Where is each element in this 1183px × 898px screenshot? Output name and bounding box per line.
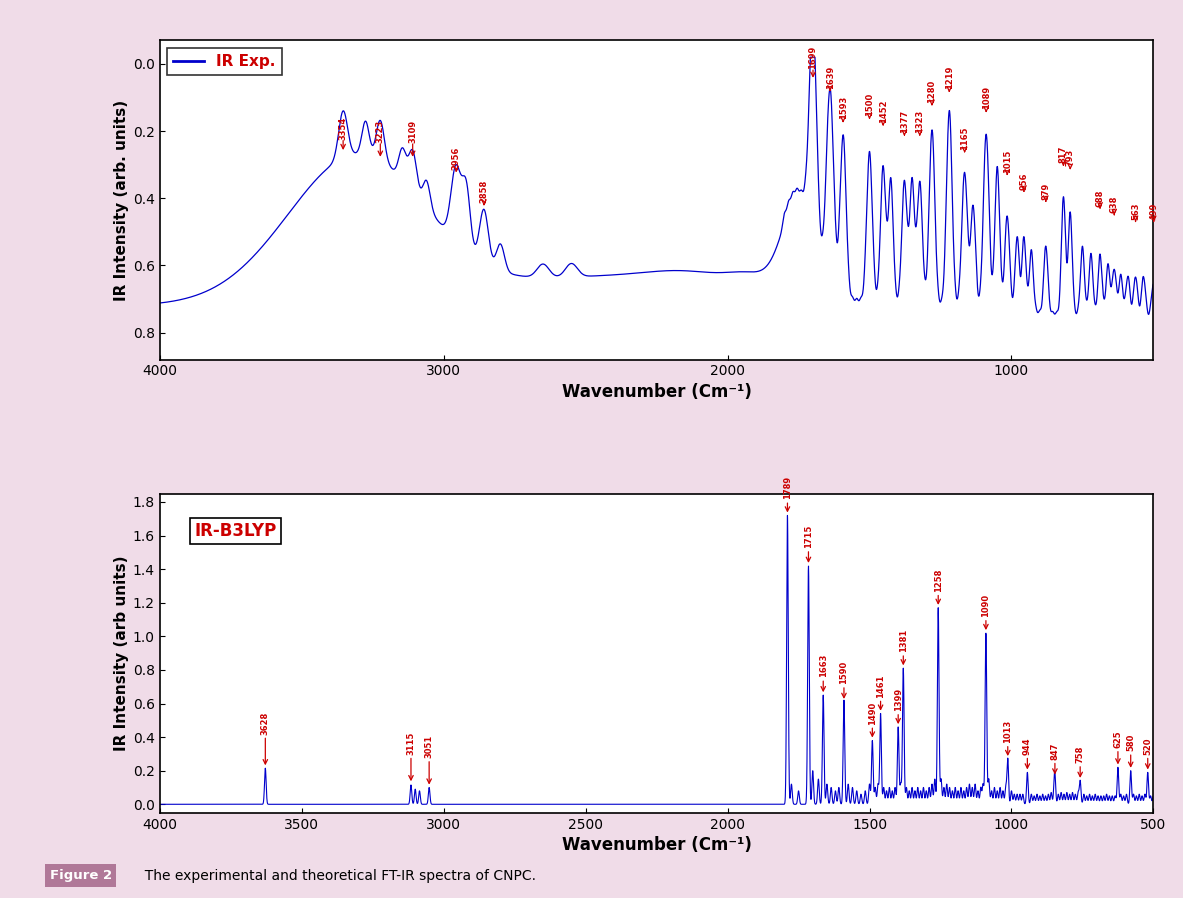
Text: 1590: 1590 xyxy=(840,661,848,684)
Text: 1593: 1593 xyxy=(839,96,847,119)
Legend: IR Exp.: IR Exp. xyxy=(167,48,282,75)
Text: 1377: 1377 xyxy=(900,110,909,133)
Text: 3628: 3628 xyxy=(260,711,270,735)
Text: 3115: 3115 xyxy=(407,731,415,754)
Text: 1663: 1663 xyxy=(819,654,828,677)
Text: 520: 520 xyxy=(1143,737,1152,754)
Text: 1789: 1789 xyxy=(783,476,791,499)
Text: 1639: 1639 xyxy=(826,66,834,89)
Text: 1381: 1381 xyxy=(899,629,907,652)
Text: 1500: 1500 xyxy=(865,92,874,116)
X-axis label: Wavenumber (Cm⁻¹): Wavenumber (Cm⁻¹) xyxy=(562,836,751,854)
Text: 563: 563 xyxy=(1131,203,1140,220)
Text: Figure 2: Figure 2 xyxy=(50,869,112,882)
Text: 3109: 3109 xyxy=(408,119,418,143)
Text: 3223: 3223 xyxy=(376,119,384,143)
Text: 1015: 1015 xyxy=(1003,150,1011,173)
Text: 847: 847 xyxy=(1051,743,1060,760)
Text: 3354: 3354 xyxy=(338,116,348,139)
Y-axis label: IR Intensity (arb. units): IR Intensity (arb. units) xyxy=(114,100,129,301)
Text: 580: 580 xyxy=(1126,734,1136,752)
X-axis label: Wavenumber (Cm⁻¹): Wavenumber (Cm⁻¹) xyxy=(562,383,751,401)
Text: 688: 688 xyxy=(1095,189,1105,207)
Text: 1089: 1089 xyxy=(982,86,990,110)
Text: 1715: 1715 xyxy=(804,524,813,548)
Text: 1399: 1399 xyxy=(893,688,903,711)
Text: 1699: 1699 xyxy=(808,46,817,69)
Text: 1013: 1013 xyxy=(1003,719,1013,743)
Text: 817: 817 xyxy=(1059,145,1068,163)
Text: 1280: 1280 xyxy=(927,79,937,102)
Text: 625: 625 xyxy=(1113,730,1123,748)
Text: 758: 758 xyxy=(1075,745,1085,763)
Text: 1490: 1490 xyxy=(868,701,877,725)
Text: 944: 944 xyxy=(1023,737,1032,754)
Text: 1219: 1219 xyxy=(945,66,953,89)
Text: 638: 638 xyxy=(1110,196,1119,214)
Text: 1323: 1323 xyxy=(916,110,924,133)
Text: IR-B3LYP: IR-B3LYP xyxy=(194,523,277,541)
Text: 1090: 1090 xyxy=(982,594,990,617)
Text: The experimental and theoretical FT-IR spectra of CNPC.: The experimental and theoretical FT-IR s… xyxy=(136,868,536,883)
Text: 499: 499 xyxy=(1149,203,1158,220)
Y-axis label: IR Intensity (arb units): IR Intensity (arb units) xyxy=(114,555,129,751)
Text: 1258: 1258 xyxy=(933,568,943,592)
Text: 2858: 2858 xyxy=(479,180,489,203)
Text: 1461: 1461 xyxy=(877,674,885,698)
Text: 879: 879 xyxy=(1041,182,1051,200)
Text: 1165: 1165 xyxy=(961,126,969,150)
Text: 3051: 3051 xyxy=(425,735,434,758)
Text: 793: 793 xyxy=(1066,149,1074,166)
Text: 2956: 2956 xyxy=(452,146,460,170)
Text: 956: 956 xyxy=(1020,172,1028,189)
Text: 1452: 1452 xyxy=(879,99,887,123)
